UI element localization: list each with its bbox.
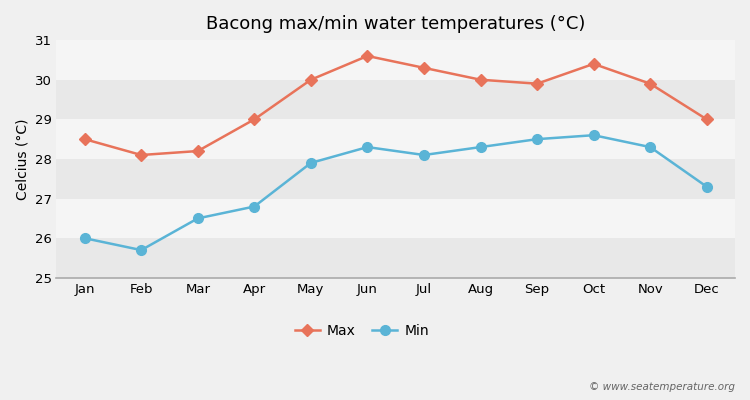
Min bbox=[136, 248, 146, 252]
Min bbox=[419, 153, 428, 158]
Min bbox=[363, 145, 372, 150]
Max bbox=[250, 117, 259, 122]
Max bbox=[80, 137, 89, 142]
Y-axis label: Celcius (°C): Celcius (°C) bbox=[15, 118, 29, 200]
Bar bbox=[56, 159, 735, 198]
Max bbox=[307, 77, 316, 82]
Bar bbox=[56, 119, 735, 159]
Title: Bacong max/min water temperatures (°C): Bacong max/min water temperatures (°C) bbox=[206, 15, 586, 33]
Line: Min: Min bbox=[80, 130, 712, 255]
Max bbox=[532, 81, 542, 86]
Text: © www.seatemperature.org: © www.seatemperature.org bbox=[589, 382, 735, 392]
Min bbox=[80, 236, 89, 241]
Min bbox=[250, 204, 259, 209]
Max bbox=[476, 77, 485, 82]
Max bbox=[646, 81, 655, 86]
Max bbox=[136, 153, 146, 158]
Legend: Max, Min: Max, Min bbox=[290, 318, 434, 343]
Min bbox=[307, 160, 316, 165]
Max bbox=[363, 54, 372, 58]
Min bbox=[590, 133, 598, 138]
Bar bbox=[56, 238, 735, 278]
Bar bbox=[56, 80, 735, 119]
Bar bbox=[56, 198, 735, 238]
Max bbox=[590, 62, 598, 66]
Min bbox=[646, 145, 655, 150]
Max bbox=[419, 66, 428, 70]
Bar bbox=[56, 40, 735, 80]
Line: Max: Max bbox=[80, 52, 711, 159]
Min bbox=[702, 184, 711, 189]
Min bbox=[194, 216, 202, 221]
Max bbox=[194, 149, 202, 154]
Min bbox=[532, 137, 542, 142]
Min bbox=[476, 145, 485, 150]
Max bbox=[702, 117, 711, 122]
